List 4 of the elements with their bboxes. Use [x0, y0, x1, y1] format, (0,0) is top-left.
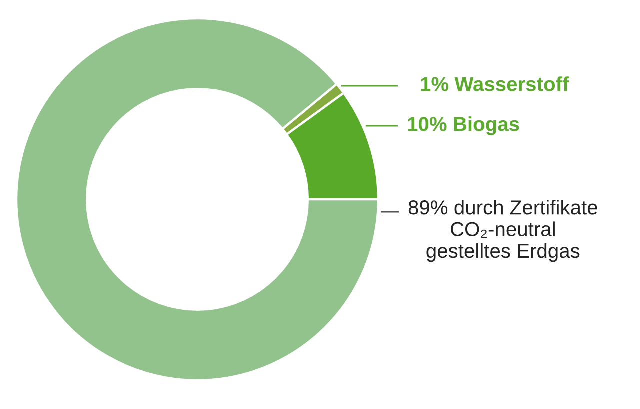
donut-slice	[15, 17, 380, 382]
slice-label: 10% Biogas	[408, 116, 520, 136]
slice-label: 89% durch Zertifikate CO₂-neutral gestelltes Erdgas	[408, 200, 598, 262]
slice-label: 1% Wasserstoff	[421, 76, 570, 92]
